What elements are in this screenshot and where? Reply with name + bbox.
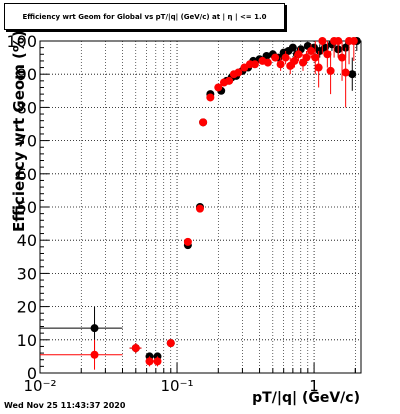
data-point bbox=[145, 357, 154, 366]
data-point bbox=[131, 344, 140, 353]
x-tick-label: 10⁻² bbox=[23, 377, 56, 395]
y-tick-label: 100 bbox=[6, 32, 37, 51]
data-point bbox=[326, 66, 335, 75]
data-point bbox=[302, 53, 311, 62]
y-tick-label: 70 bbox=[17, 132, 37, 151]
y-tick-label: 30 bbox=[17, 264, 37, 283]
data-point bbox=[281, 53, 290, 62]
data-point bbox=[90, 324, 99, 333]
series-red bbox=[40, 37, 358, 370]
data-point bbox=[314, 63, 323, 72]
y-tick-label: 50 bbox=[17, 198, 37, 217]
title-box: Efficiency wrt Geom for Global vs pT/|q|… bbox=[4, 3, 285, 30]
data-point bbox=[263, 58, 272, 67]
y-axis-label: Efficiency wrt Geom (%) bbox=[10, 30, 28, 232]
data-point bbox=[307, 46, 316, 55]
x-tick-label: 10⁻¹ bbox=[161, 377, 194, 395]
y-tick-label: 10 bbox=[17, 331, 37, 350]
data-point bbox=[288, 43, 297, 52]
data-point bbox=[294, 50, 303, 59]
data-point bbox=[195, 204, 204, 213]
data-point bbox=[334, 37, 343, 45]
y-tick-label: 60 bbox=[17, 165, 37, 184]
data-point bbox=[234, 68, 243, 77]
timestamp: Wed Nov 25 11:43:37 2020 bbox=[4, 401, 126, 410]
data-point bbox=[90, 350, 99, 359]
y-tick-label: 0 bbox=[27, 364, 37, 383]
y-tick-label: 80 bbox=[17, 98, 37, 117]
data-point bbox=[199, 118, 208, 127]
data-point bbox=[271, 53, 280, 62]
data-point bbox=[206, 93, 215, 102]
data-point bbox=[250, 60, 259, 69]
y-tick-label: 90 bbox=[17, 65, 37, 84]
data-point bbox=[341, 68, 350, 77]
x-axis-label: pT/|q| (GeV/c) bbox=[252, 390, 360, 406]
data-point bbox=[311, 53, 320, 62]
data-point bbox=[349, 37, 358, 45]
y-tick-label: 40 bbox=[17, 231, 37, 250]
chart-title: Efficiency wrt Geom for Global vs pT/|q|… bbox=[22, 12, 267, 21]
data-point bbox=[214, 83, 223, 92]
data-point bbox=[183, 237, 192, 246]
data-point bbox=[153, 357, 162, 366]
data-point bbox=[225, 76, 234, 85]
y-tick-label: 20 bbox=[17, 298, 37, 317]
data-point bbox=[323, 50, 332, 59]
data-point bbox=[276, 60, 285, 69]
data-point bbox=[348, 70, 357, 79]
data-point bbox=[166, 339, 175, 348]
data-point bbox=[338, 53, 347, 62]
x-tick-label: 1 bbox=[309, 377, 319, 395]
data-point bbox=[290, 56, 299, 65]
data-point bbox=[318, 37, 327, 45]
